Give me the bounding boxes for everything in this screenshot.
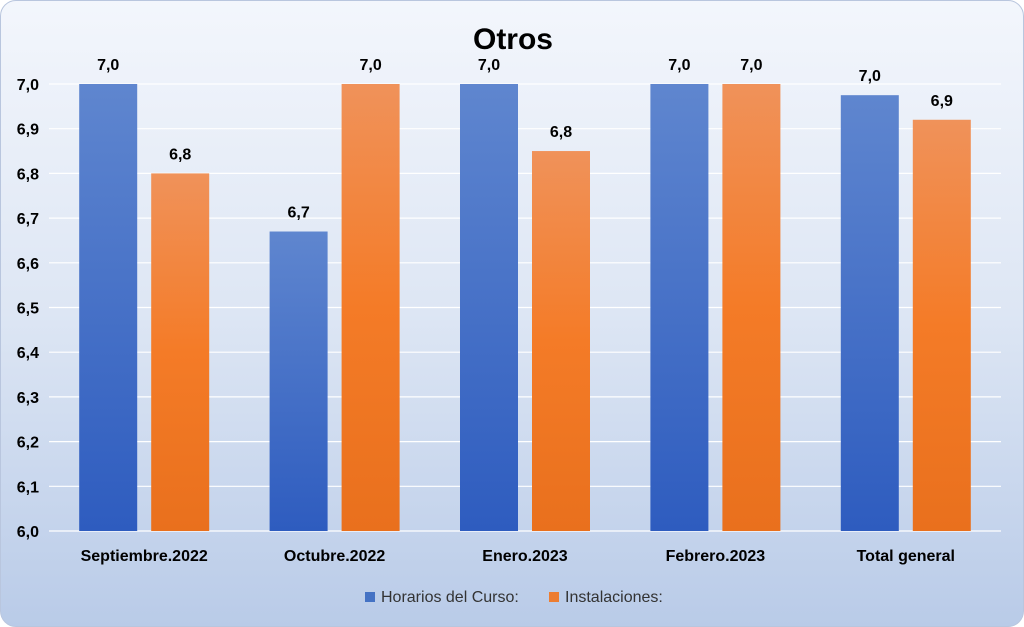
chart-title: Otros xyxy=(473,23,553,56)
legend-label: Horarios del Curso: xyxy=(381,589,519,606)
y-tick-label: 6,4 xyxy=(17,345,39,362)
bars xyxy=(79,84,971,532)
bar-horarios xyxy=(269,231,328,531)
x-category-label: Febrero.2023 xyxy=(666,548,766,565)
y-axis-ticks: 6,0 6,1 6,2 6,3 6,4 6,5 6,6 6,7 6,8 6,9 7,0 xyxy=(17,77,39,541)
data-label: 7,0 xyxy=(740,57,762,74)
bar-instalaciones xyxy=(722,84,781,531)
bar-horarios xyxy=(650,84,709,531)
bar-instalaciones xyxy=(532,151,590,532)
y-tick-label: 6,3 xyxy=(17,390,39,407)
y-tick-label: 6,5 xyxy=(17,301,39,318)
data-label: 7,0 xyxy=(97,57,119,74)
x-category-label: Enero.2023 xyxy=(482,548,567,565)
data-label: 7,0 xyxy=(859,68,881,85)
legend-swatch xyxy=(549,592,559,602)
y-tick-label: 6,1 xyxy=(17,479,39,496)
legend: Horarios del Curso: Instalaciones: xyxy=(365,589,663,606)
data-label: 6,8 xyxy=(169,146,191,163)
bar-instalaciones xyxy=(341,84,400,531)
data-label: 7,0 xyxy=(668,57,690,74)
bar-horarios xyxy=(79,84,138,531)
y-tick-label: 6,9 xyxy=(17,122,39,139)
legend-swatch xyxy=(365,592,375,602)
bar-instalaciones xyxy=(912,119,971,531)
bar-instalaciones xyxy=(151,173,210,531)
y-tick-label: 6,0 xyxy=(17,524,39,541)
y-tick-label: 6,7 xyxy=(17,211,39,228)
legend-label: Instalaciones: xyxy=(565,589,663,606)
data-label: 7,0 xyxy=(359,57,381,74)
x-category-label: Total general xyxy=(857,548,955,565)
y-tick-label: 6,2 xyxy=(17,435,39,452)
y-tick-label: 6,6 xyxy=(17,256,39,273)
data-labels: 7,0 6,8 6,7 7,0 7,0 6,8 7,0 7,0 7,0 6,9 xyxy=(97,57,953,222)
bar-horarios xyxy=(840,95,899,532)
x-axis-categories: Septiembre.2022 Octubre.2022 Enero.2023 Feb… xyxy=(81,548,955,565)
data-label: 7,0 xyxy=(478,57,500,74)
data-label: 6,7 xyxy=(287,205,309,222)
y-tick-label: 7,0 xyxy=(17,77,39,94)
data-label: 6,8 xyxy=(550,124,572,141)
bar-horarios xyxy=(460,84,518,531)
x-category-label: Octubre.2022 xyxy=(284,548,385,565)
data-label: 6,9 xyxy=(931,93,953,110)
y-tick-label: 6,8 xyxy=(17,166,39,183)
x-category-label: Septiembre.2022 xyxy=(81,548,208,565)
